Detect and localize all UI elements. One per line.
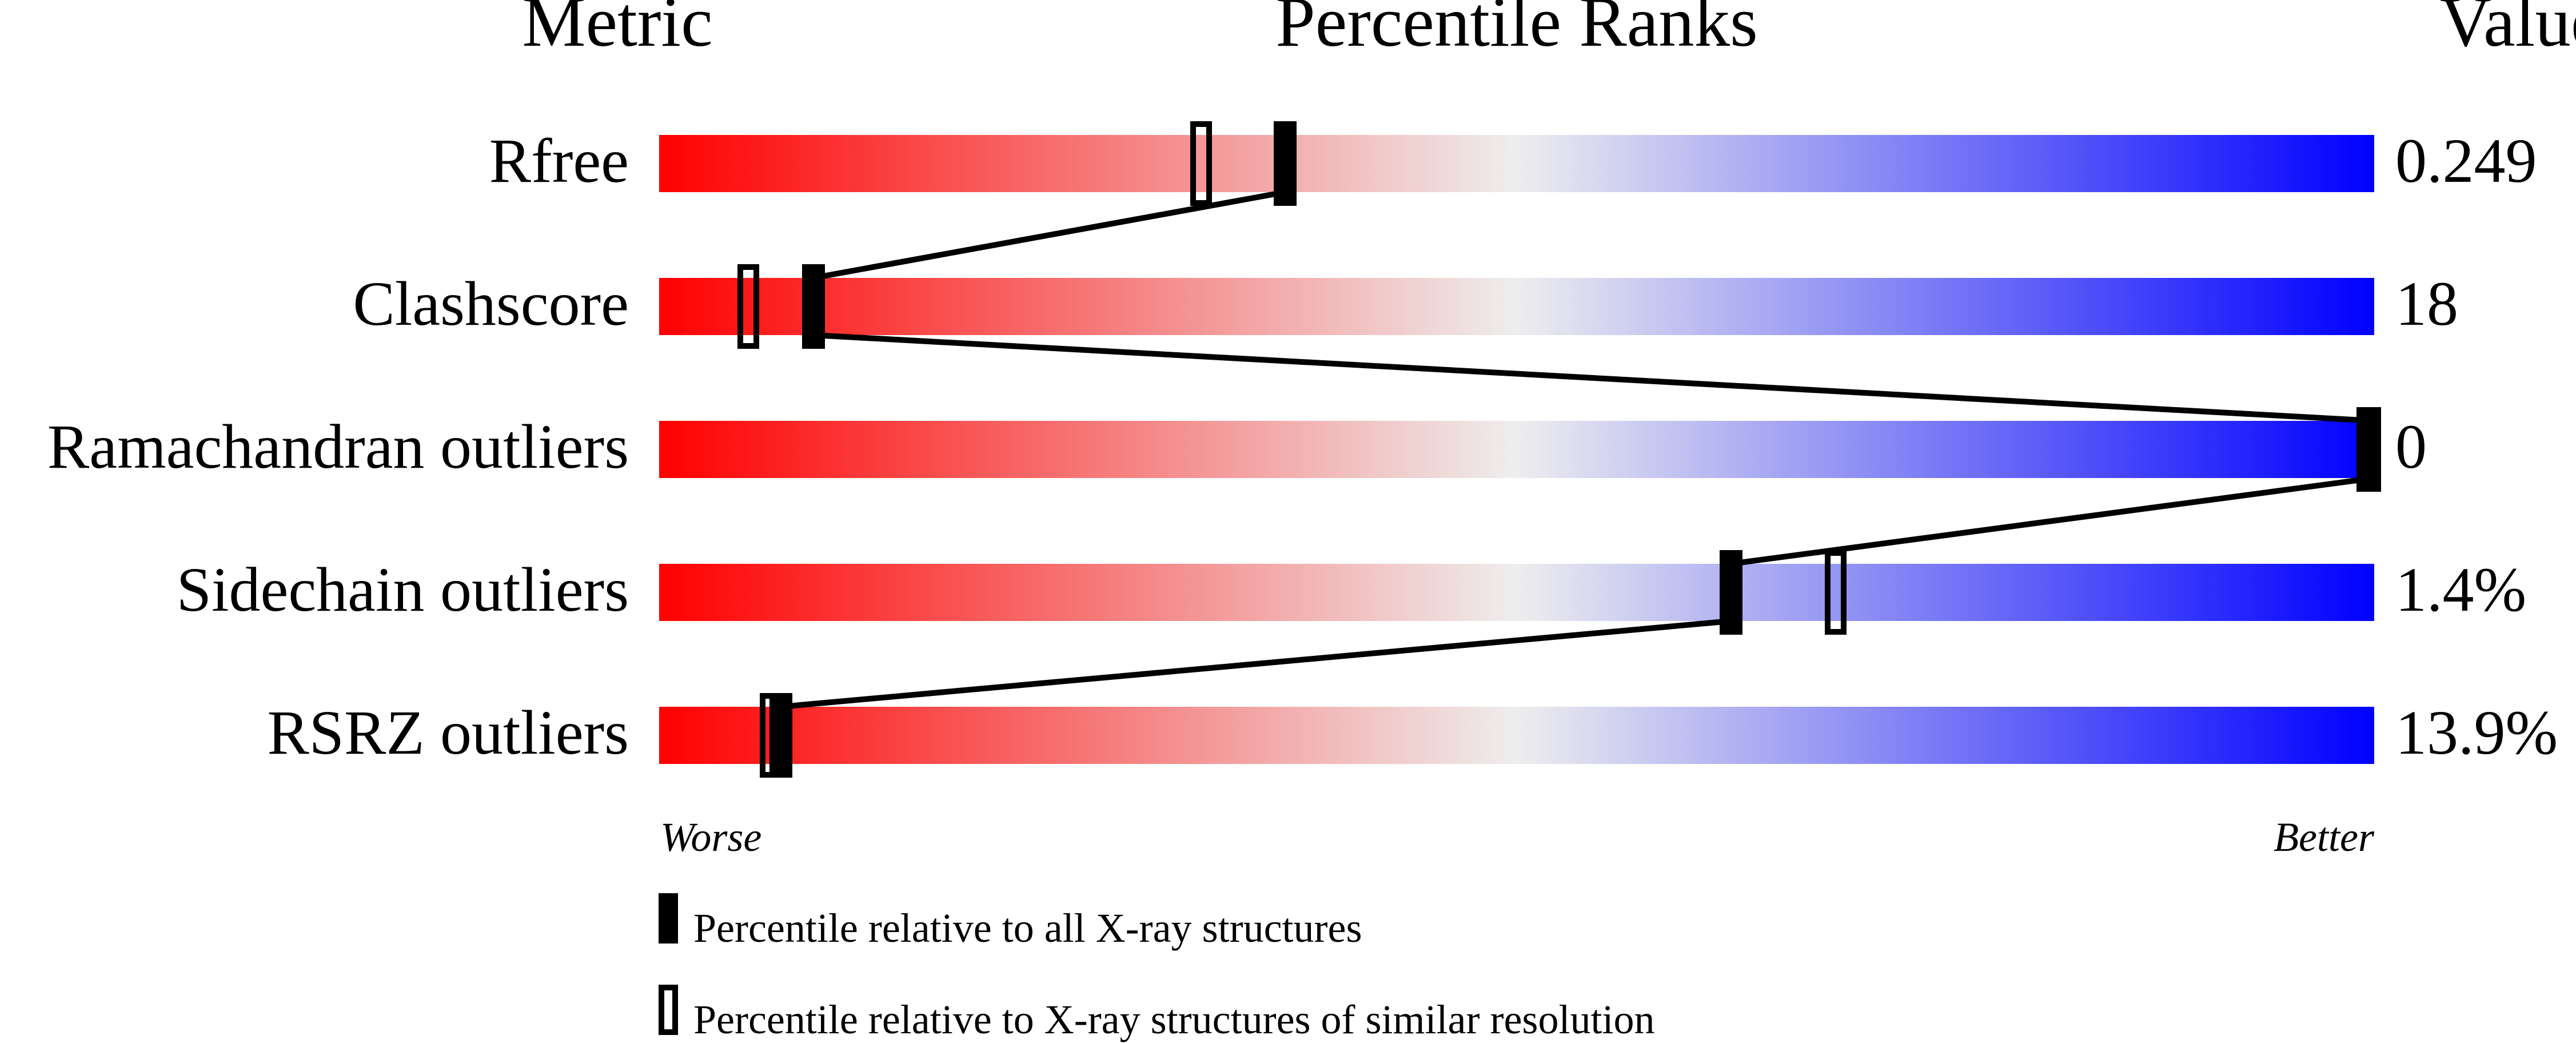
marker-all-structures xyxy=(769,693,792,778)
marker-all-structures xyxy=(1274,121,1297,206)
header-value: Value xyxy=(2440,0,2576,62)
metric-value: 13.9% xyxy=(2395,698,2558,767)
legend-filled-marker xyxy=(659,893,678,944)
legend-filled-label: Percentile relative to all X-ray structu… xyxy=(693,905,1362,951)
marker-similar-resolution xyxy=(737,264,759,349)
metric-label: Ramachandran outliers xyxy=(47,412,629,481)
slider-bar-4 xyxy=(659,707,2374,764)
connector-line xyxy=(1730,475,2375,567)
connector-line xyxy=(813,332,2375,424)
metric-label: Rfree xyxy=(489,126,629,196)
metric-label: Sidechain outliers xyxy=(177,555,629,624)
header-percentile-ranks: Percentile Ranks xyxy=(1275,0,1758,62)
slider-bar-0 xyxy=(659,135,2374,192)
legend-open-label: Percentile relative to X-ray structures … xyxy=(693,997,1654,1042)
metric-label: RSRZ outliers xyxy=(267,698,629,767)
metric-label: Clashscore xyxy=(353,269,629,339)
axis-worse-label: Worse xyxy=(660,814,761,860)
metric-value: 0.249 xyxy=(2395,126,2537,196)
marker-similar-resolution xyxy=(1825,550,1847,635)
slider-bar-2 xyxy=(659,421,2374,478)
marker-all-structures xyxy=(2358,407,2381,492)
metric-value: 1.4% xyxy=(2395,555,2526,624)
metric-value: 18 xyxy=(2395,269,2458,339)
legend-open-marker xyxy=(659,985,678,1035)
marker-all-structures xyxy=(1720,550,1742,635)
slider-bar-1 xyxy=(659,278,2374,335)
axis-better-label: Better xyxy=(2274,814,2375,860)
metric-value: 0 xyxy=(2395,412,2427,481)
slider-bar-3 xyxy=(659,564,2374,621)
marker-similar-resolution xyxy=(1190,121,1212,206)
connector-line xyxy=(813,189,1286,281)
connector-line xyxy=(780,618,1732,710)
marker-all-structures xyxy=(802,264,825,349)
header-metric: Metric xyxy=(522,0,712,62)
metric-rows: Rfree 0.249 Clashscore 18 Ramachandran outli… xyxy=(47,121,2558,778)
